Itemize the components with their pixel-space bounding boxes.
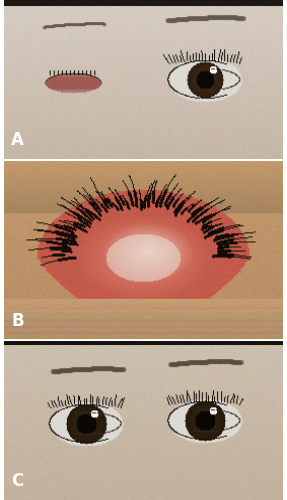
Text: C: C (11, 472, 24, 490)
Text: A: A (11, 131, 24, 149)
Text: B: B (11, 312, 24, 330)
